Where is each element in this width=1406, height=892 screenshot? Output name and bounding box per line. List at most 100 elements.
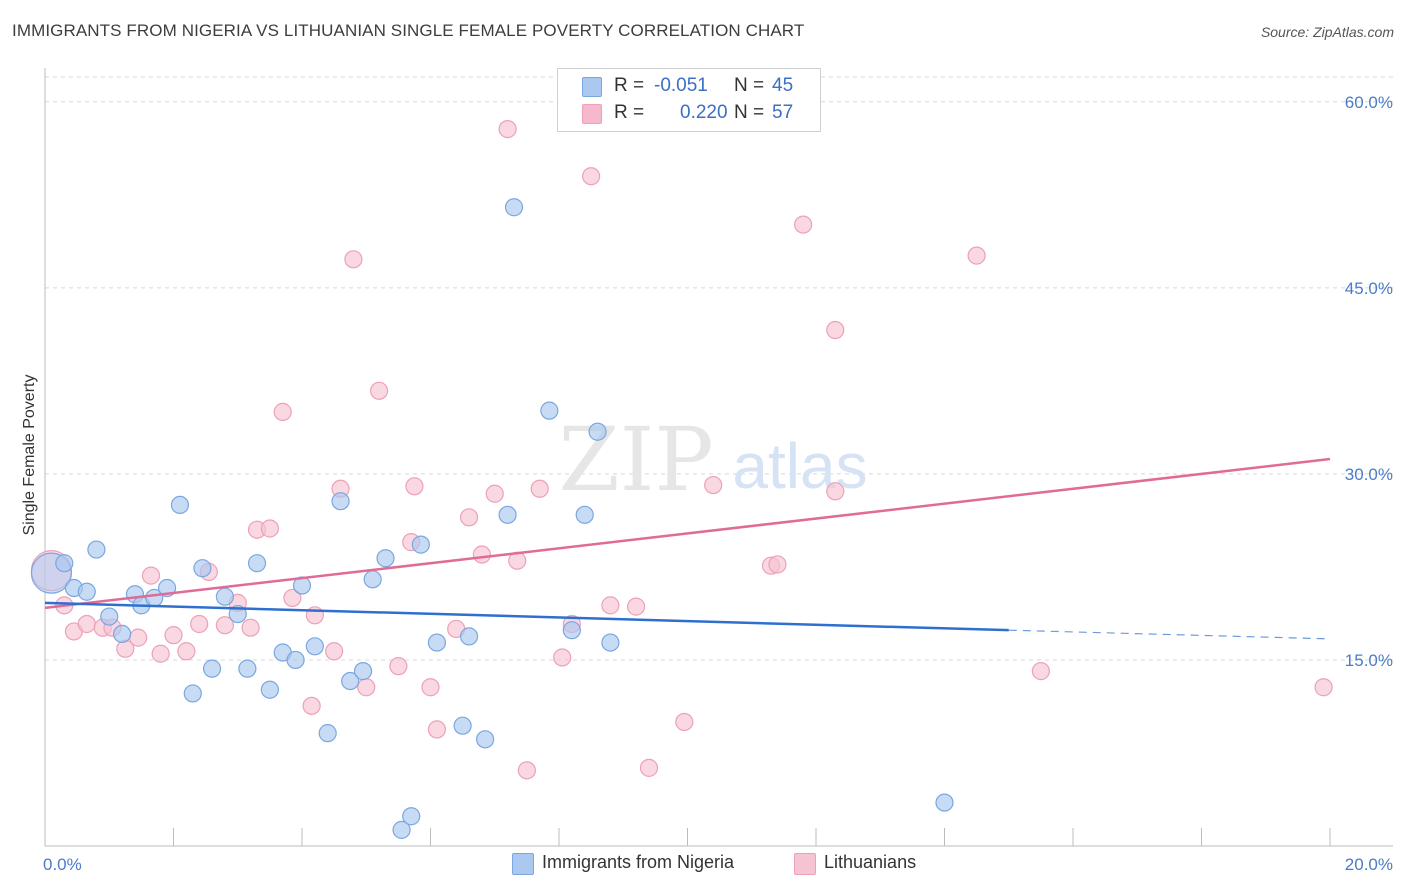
nigeria-point [305,637,324,656]
grid-lines [45,76,1393,661]
lithuanians-point [1031,662,1050,681]
nigeria-point [392,820,411,839]
axes [44,68,1393,847]
nigeria-point [504,198,524,217]
nigeria-trend-line [44,601,1009,632]
y-tick-label: 15.0% [1345,651,1393,670]
watermark-zip: ZIP [558,408,713,511]
lithuanians-point [553,648,572,667]
legend-r-label: R = [614,102,645,123]
nigeria-point [935,793,954,812]
legend-swatch-nigeria [582,77,602,97]
chart-title: IMMIGRANTS FROM NIGERIA VS LITHUANIAN SI… [12,21,805,40]
nigeria-point [260,680,279,699]
lithuanians-point [215,616,234,635]
legend-n-label: N = [734,102,765,123]
lithuanians-point [675,712,694,732]
legend-r-value: -0.051 [654,75,708,96]
lithuanians-point [283,588,302,608]
lithuanians-point [498,119,517,139]
x-tick-label: 0.0% [43,855,82,874]
y-axis-label: Single Female Poverty [21,375,38,536]
lithuanians-point [421,678,440,697]
nigeria-point [363,570,382,589]
stats-legend: R = -0.051 N = 45 R = 0.220 N = 57 [557,68,821,132]
lithuanians-point [485,484,504,503]
nigeria-point [601,633,620,652]
lithuanians-point [582,167,601,186]
lithuanians-point [639,758,659,777]
lithuanians-point [273,402,292,421]
nigeria-point [228,604,247,624]
lithuanians-point [344,250,363,269]
nigeria-point [341,671,360,691]
x-tick-label: 20.0% [1345,855,1393,874]
lithuanians-point [967,246,986,265]
nigeria-point [411,535,430,554]
nigeria-point [183,684,202,703]
bottom-legend-swatch-lithuanians [794,853,816,875]
nigeria-point [427,633,447,652]
nigeria-point [202,659,222,678]
lithuanians-point [405,477,424,496]
lithuanians-point [370,381,389,400]
tick-labels: 15.0% 30.0% 45.0% 60.0% 0.0% 20.0% [43,93,1393,874]
watermark-atlas: atlas [732,430,867,502]
lithuanians-point [601,596,620,615]
nigeria-point [376,549,395,568]
lithuanians-trend-line [44,457,1331,610]
nigeria-point [170,495,190,515]
nigeria-point [453,716,472,735]
lithuanians-point [77,614,96,634]
lithuanians-point [1314,678,1333,697]
nigeria-point [459,627,479,646]
trend-lines [44,457,1331,640]
legend-r-label: R = [614,75,645,96]
lithuanians-point [626,597,646,616]
nigeria-point [402,807,421,826]
nigeria-point [215,587,234,606]
bottom-legend-swatch-nigeria [512,853,534,875]
bottom-legend-label-lithuanians: Lithuanians [824,852,917,872]
legend-n-value: 57 [772,102,794,123]
nigeria-point [575,505,594,524]
lithuanians-point [241,618,260,637]
lithuanians-point [389,657,408,676]
lithuanians-point [459,508,479,527]
legend-swatch-lithuanians [582,104,602,124]
nigeria-point [540,401,559,420]
lithuanians-point [325,642,344,661]
bottom-legend-label-nigeria: Immigrants from Nigeria [542,852,735,872]
lithuanians-point [302,696,321,715]
nigeria-point [318,724,337,743]
nigeria-point [193,559,212,578]
lithuanians-point [141,566,161,585]
lithuanians-point [190,614,209,634]
nigeria-point [286,650,305,670]
nigeria-point [55,554,74,573]
nigeria-point [588,422,607,441]
lithuanians-point [517,761,536,780]
lithuanians-point [357,678,376,697]
lithuanians-point [260,519,279,538]
nigeria-point [77,582,96,601]
legend-n-value: 45 [772,75,794,96]
source-label: Source: ZipAtlas.com [1260,24,1394,40]
legend-n-label: N = [734,75,765,96]
nigeria-point [87,540,106,559]
nigeria-point [247,554,267,573]
lithuanians-point [704,475,723,495]
lithuanians-point [177,642,196,661]
watermark: ZIP atlas [558,408,867,511]
lithuanians-point [472,545,491,564]
lithuanians-point [427,720,447,739]
lithuanians-point [826,482,845,501]
lithuanians-point [129,628,148,647]
nigeria-trend-extension [1008,629,1331,640]
nigeria-point [562,621,581,640]
y-tick-label: 60.0% [1345,93,1393,112]
nigeria-point [238,659,257,678]
y-tick-label: 30.0% [1345,465,1393,484]
lithuanians-point [164,626,183,645]
